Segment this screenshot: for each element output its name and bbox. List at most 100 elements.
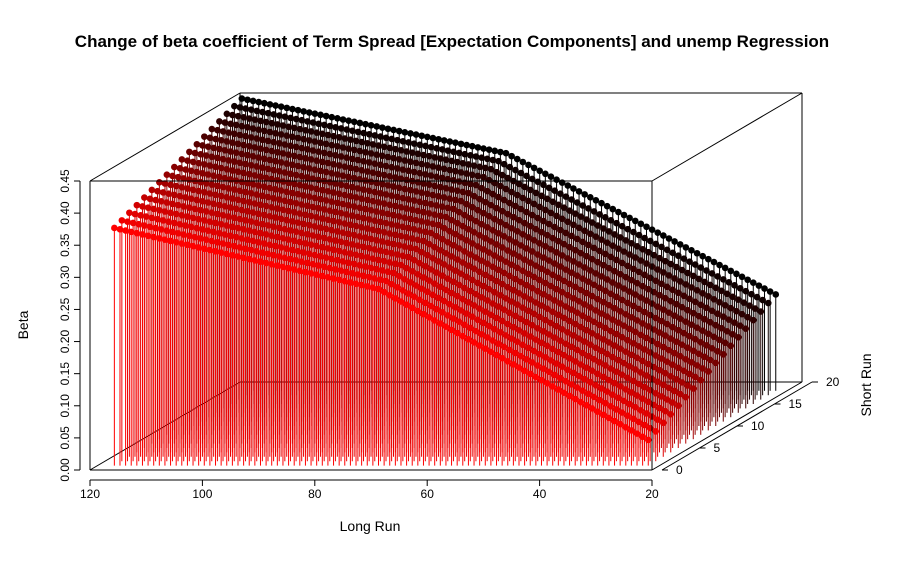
data-point: [259, 220, 266, 228]
data-point: [603, 276, 611, 283]
data-point: [476, 195, 484, 203]
data-point: [564, 329, 572, 336]
data-point: [508, 224, 515, 232]
data-point: [408, 304, 416, 312]
data-point: [180, 203, 187, 210]
data-point: [345, 230, 352, 238]
data-point: [407, 279, 414, 286]
data-point: [465, 225, 472, 233]
data-point: [498, 171, 506, 179]
data-point: [540, 290, 547, 298]
data-point: [242, 245, 249, 253]
data-point: [176, 192, 184, 200]
data-point: [577, 249, 585, 257]
data-point: [703, 267, 710, 274]
data-point: [345, 202, 352, 209]
data-point: [392, 295, 399, 302]
data-point: [671, 275, 678, 282]
data-point: [268, 147, 276, 155]
data-points: [111, 95, 780, 444]
data-point: [375, 199, 382, 206]
data-point: [746, 302, 753, 309]
data-point: [532, 225, 540, 233]
data-point: [215, 229, 223, 237]
data-point: [515, 180, 523, 188]
data-point: [259, 108, 266, 116]
data-point: [596, 396, 603, 404]
data-point: [504, 174, 512, 182]
data-point: [395, 127, 403, 135]
data-point: [558, 252, 566, 259]
data-point: [517, 169, 525, 177]
data-point: [749, 279, 757, 286]
data-point: [251, 116, 259, 123]
data-point: [414, 307, 422, 315]
data-point: [167, 237, 174, 245]
data-point: [570, 369, 577, 377]
data-point: [369, 197, 377, 205]
data-point: [487, 201, 495, 209]
data-point: [628, 427, 635, 434]
data-point: [382, 134, 390, 142]
data-point: [708, 345, 716, 352]
data-point: [697, 301, 705, 309]
data-point: [388, 249, 395, 257]
data-point: [249, 97, 257, 105]
data-point: [551, 371, 558, 379]
data-point: [141, 222, 148, 229]
data-point: [645, 285, 652, 293]
data-point: [364, 168, 371, 175]
data-point: [487, 165, 495, 173]
data-point: [667, 260, 675, 268]
data-point: [230, 214, 238, 222]
data-point: [600, 298, 607, 306]
data-point: [630, 265, 637, 273]
data-point: [275, 224, 283, 232]
data-point: [718, 287, 725, 295]
data-point: [609, 242, 617, 249]
data-point: [467, 152, 474, 159]
data-point: [435, 135, 442, 143]
data-point: [470, 228, 478, 236]
data-point: [186, 176, 193, 183]
data-point: [588, 292, 596, 300]
data-point: [641, 421, 648, 429]
data-point: [517, 315, 525, 323]
data-point: [384, 239, 392, 247]
data-point: [603, 313, 611, 320]
data-point: [557, 226, 564, 234]
data-point: [716, 261, 723, 269]
data-point: [639, 395, 646, 403]
data-point: [214, 182, 221, 190]
data-point: [686, 295, 693, 303]
data-point: [455, 178, 463, 185]
data-point: [240, 197, 247, 205]
data-point: [530, 236, 538, 244]
data-point: [393, 251, 401, 258]
data-point: [206, 162, 214, 169]
data-point: [298, 116, 306, 124]
data-point: [560, 204, 568, 212]
data-point: [410, 140, 418, 147]
data-point: [290, 266, 298, 273]
data-point: [538, 228, 545, 236]
x-tick-label: 60: [421, 487, 435, 501]
data-point: [772, 291, 780, 298]
data-point: [382, 191, 390, 198]
data-point: [390, 240, 397, 248]
data-point: [598, 347, 605, 355]
data-point: [350, 260, 358, 268]
data-point: [500, 233, 508, 240]
data-point: [313, 242, 321, 250]
data-point: [320, 121, 328, 129]
data-point: [626, 214, 633, 222]
data-point: [585, 205, 592, 212]
data-point: [581, 301, 588, 308]
data-point: [452, 196, 459, 204]
data-point: [412, 216, 420, 224]
data-point: [221, 147, 229, 154]
data-point: [523, 245, 530, 252]
data-point: [465, 262, 472, 269]
data-point: [407, 244, 414, 252]
data-point: [290, 180, 298, 188]
